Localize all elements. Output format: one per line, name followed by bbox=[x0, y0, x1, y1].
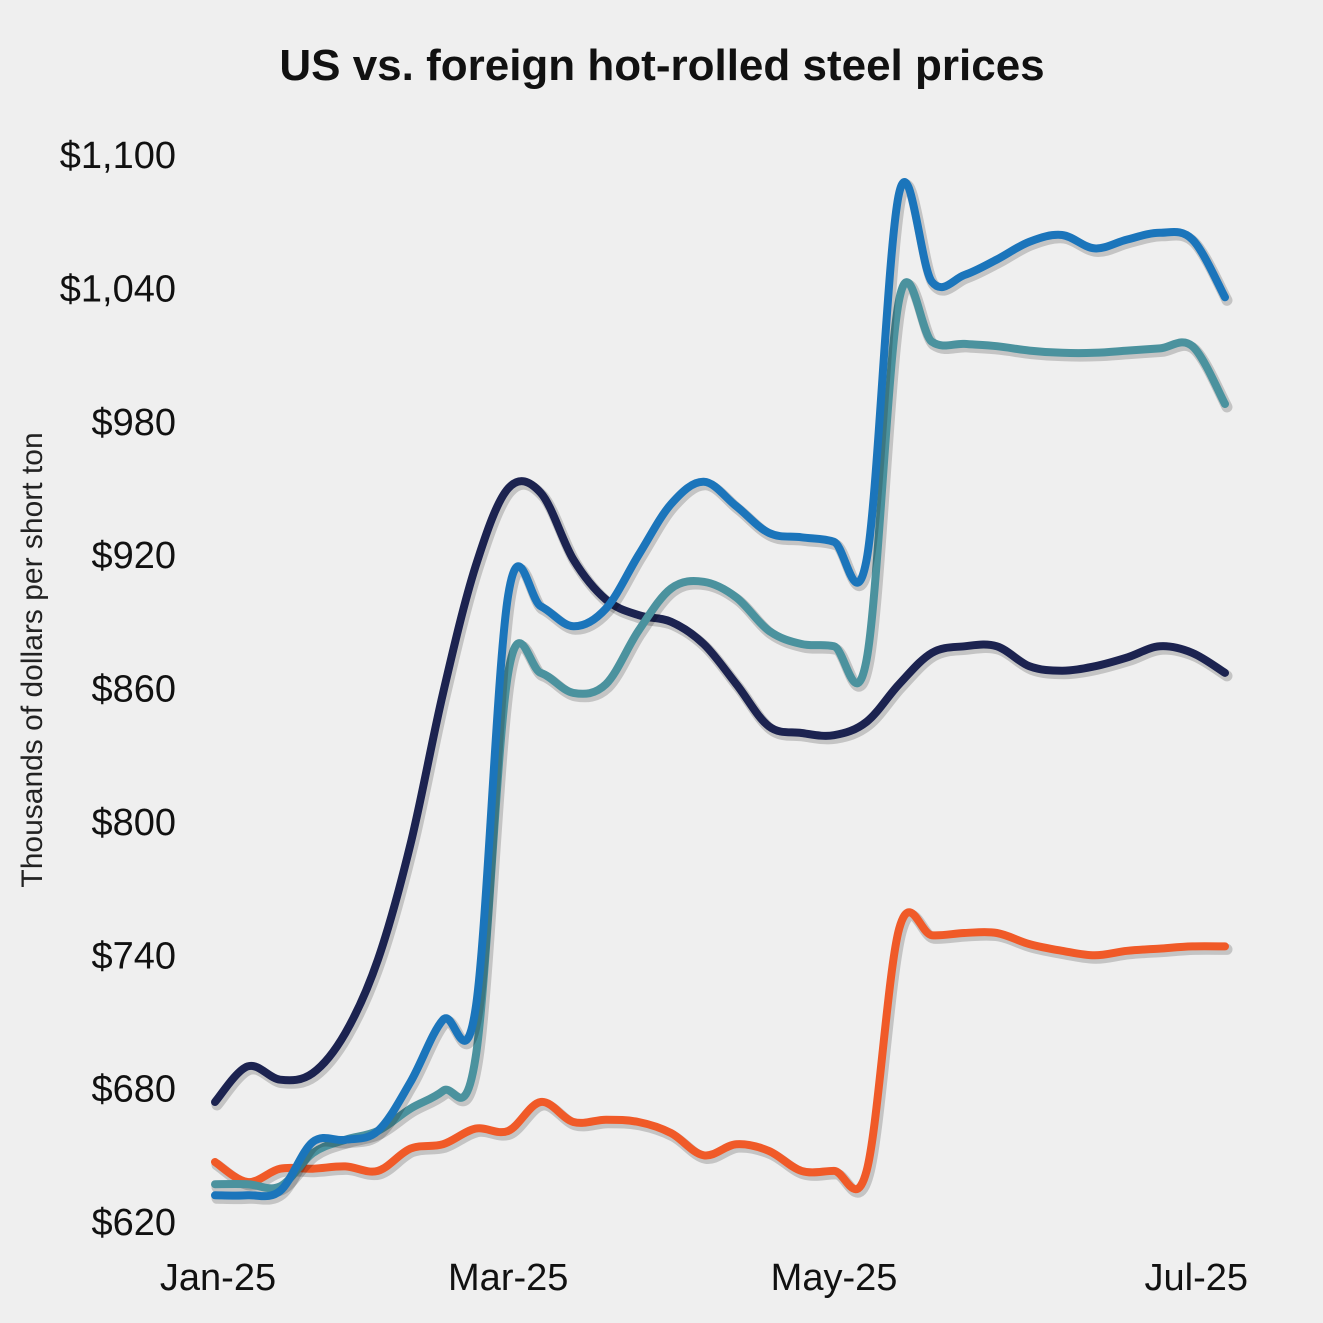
y-tick-label: $1,100 bbox=[60, 135, 176, 177]
y-tick-label: $920 bbox=[91, 535, 176, 577]
series-line-shadow bbox=[211, 279, 1233, 1197]
x-tick-label: Jan-25 bbox=[160, 1257, 276, 1299]
y-tick-label: $860 bbox=[91, 669, 176, 711]
y-tick-label: $680 bbox=[91, 1069, 176, 1111]
series-line bbox=[211, 908, 1229, 1194]
series-line bbox=[211, 278, 1229, 1193]
series-line bbox=[211, 178, 1229, 1201]
y-tick-label: $1,040 bbox=[60, 268, 176, 310]
x-tick-label: Mar-25 bbox=[448, 1257, 568, 1299]
y-tick-labels: $620 $680 $740 $800 $860 $920 $980 $1,040 $1,100 bbox=[60, 135, 176, 1244]
y-tick-label: $980 bbox=[91, 402, 176, 444]
series-line-shadow bbox=[211, 179, 1233, 1205]
series-line bbox=[211, 477, 1229, 1106]
y-tick-label: $740 bbox=[91, 935, 176, 977]
series-lines bbox=[211, 178, 1233, 1205]
x-tick-label: Jul-25 bbox=[1145, 1257, 1249, 1299]
chart-title: US vs. foreign hot-rolled steel prices bbox=[279, 41, 1044, 90]
y-tick-label: $800 bbox=[91, 802, 176, 844]
y-tick-label: $620 bbox=[91, 1202, 176, 1244]
x-tick-label: May-25 bbox=[771, 1257, 898, 1299]
series-line-shadow bbox=[211, 478, 1233, 1111]
y-axis-label: Thousands of dollars per short ton bbox=[16, 432, 49, 887]
x-tick-labels: Jan-25 Mar-25 May-25 Jul-25 bbox=[160, 1257, 1248, 1299]
